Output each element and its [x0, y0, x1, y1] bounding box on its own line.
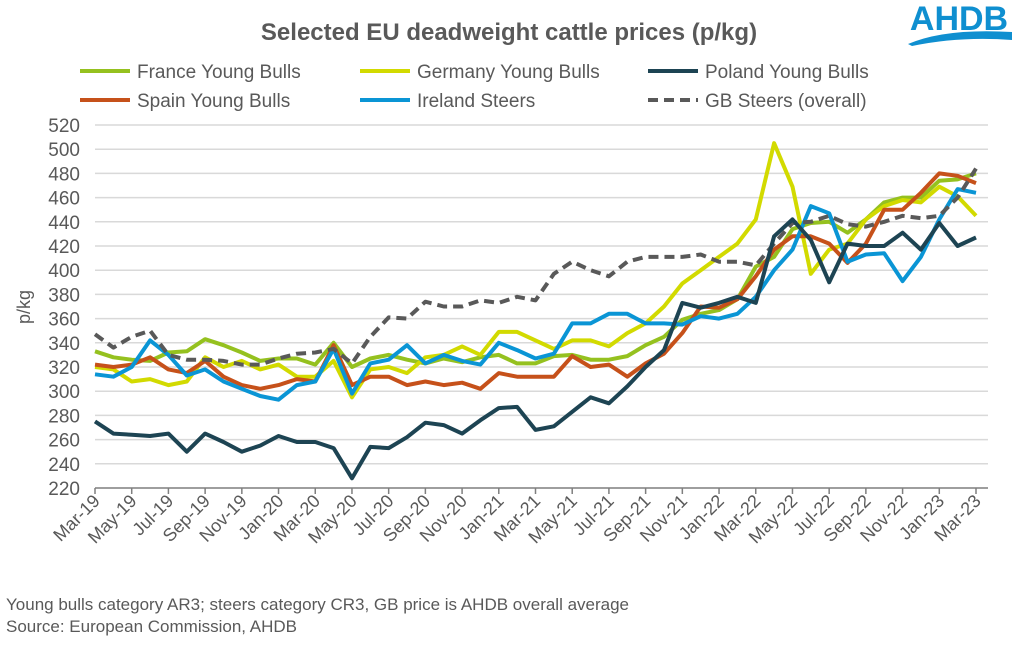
- y-tick-label: 320: [48, 358, 80, 379]
- y-tick-label: 360: [48, 310, 80, 331]
- legend-item: France Young Bulls: [80, 62, 301, 83]
- series-line-germany-young-bulls: [94, 141, 978, 400]
- legend-label: Poland Young Bulls: [705, 62, 869, 83]
- y-tick-label: 340: [48, 334, 80, 355]
- y-tick-label: 440: [48, 213, 80, 234]
- legend-item: GB Steers (overall): [648, 91, 867, 112]
- y-tick-label: 240: [48, 455, 80, 476]
- series-line-ireland-steers: [94, 187, 977, 402]
- x-axis: Mar-19May-19Jul-19Sep-19Nov-19Jan-20Mar-…: [49, 487, 988, 547]
- y-axis-ticks: 220 240 260 280 300 320 340 360 380 400 420 440 460 4…: [48, 116, 80, 500]
- series-line-spain-young-bulls: [94, 171, 977, 391]
- y-tick-label: 400: [48, 261, 80, 282]
- series-lines: [93, 141, 978, 481]
- y-tick-label: 460: [48, 189, 80, 210]
- legend-item: Ireland Steers: [360, 91, 535, 112]
- y-tick-label: 420: [48, 237, 80, 258]
- legend-item: Spain Young Bulls: [80, 91, 290, 112]
- y-tick-label: 520: [48, 116, 80, 137]
- y-axis-label: p/kg: [14, 290, 34, 324]
- legend-label: Ireland Steers: [417, 91, 535, 112]
- y-tick-label: 220: [48, 479, 80, 500]
- y-tick-label: 300: [48, 382, 80, 403]
- footer-source: Source: European Commission, AHDB: [6, 617, 297, 636]
- logo-wave: [908, 31, 1012, 46]
- legend-item: Germany Young Bulls: [360, 62, 600, 83]
- gridlines: [95, 124, 988, 465]
- y-tick-label: 500: [48, 140, 80, 161]
- legend-label: Germany Young Bulls: [417, 62, 600, 83]
- legend-item: Poland Young Bulls: [648, 62, 869, 83]
- y-tick-label: 480: [48, 164, 80, 185]
- footer-note: Young bulls category AR3; steers categor…: [6, 595, 629, 614]
- series-line-poland-young-bulls: [93, 217, 977, 481]
- legend-label: Spain Young Bulls: [137, 91, 290, 112]
- legend-label: GB Steers (overall): [705, 91, 867, 112]
- y-tick-label: 280: [48, 406, 80, 427]
- y-tick-label: 260: [48, 431, 80, 452]
- series-line-gb-steers-overall: [93, 167, 978, 367]
- y-tick-label: 380: [48, 285, 80, 306]
- legend: France Young Bulls Germany Young Bulls Pol…: [80, 62, 869, 112]
- legend-label: France Young Bulls: [137, 62, 301, 83]
- series-line-france-young-bulls: [94, 171, 977, 369]
- ahdb-logo: AHDB: [908, 0, 1012, 46]
- chart-title: Selected EU deadweight cattle prices (p/…: [261, 19, 757, 46]
